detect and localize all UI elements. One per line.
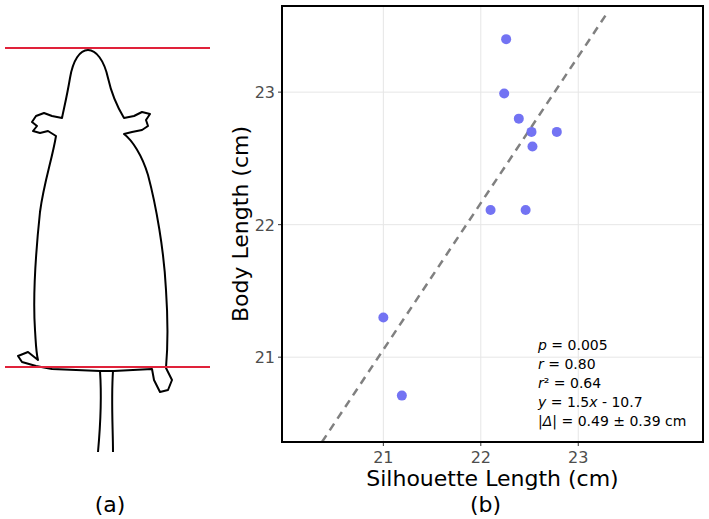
silhouette-panel — [5, 48, 210, 452]
fit-line — [322, 14, 607, 442]
panel-label: (a) — [95, 492, 126, 517]
point — [499, 88, 509, 98]
plot-data — [322, 14, 607, 442]
tail-right — [111, 371, 114, 452]
top-line — [5, 47, 210, 49]
plot-background — [282, 6, 703, 442]
grid-line — [480, 6, 481, 442]
tick-label: 22 — [471, 448, 491, 467]
tick-label: 21 — [373, 448, 393, 467]
tick-label: 23 — [568, 448, 588, 467]
panel-label: (b) — [470, 492, 501, 517]
point — [501, 34, 511, 44]
tick-label: 22 — [255, 216, 275, 235]
annotation: |Δ| = 0.49 ± 0.39 cm — [538, 413, 686, 430]
point — [521, 205, 531, 215]
annotation: y = 1.5x - 10.7 — [537, 394, 643, 410]
axes: 21 22 23 21 22 23 — [255, 83, 589, 467]
tail-left — [98, 371, 101, 452]
grid — [282, 6, 703, 442]
annotation: r = 0.80 — [538, 356, 596, 372]
point — [552, 127, 562, 137]
point — [378, 312, 388, 322]
grid-line — [282, 224, 703, 225]
annotations: p = 0.005 r = 0.80 r² = 0.64 y = 1.5x - 10.… — [537, 337, 686, 430]
x-axis-title: Silhouette Length (cm) — [366, 466, 618, 491]
point — [526, 127, 536, 137]
grid-line — [282, 357, 703, 358]
point — [514, 114, 524, 124]
grid-line — [282, 92, 703, 93]
tick-label: 23 — [255, 83, 275, 102]
rat-body — [18, 50, 172, 392]
point — [527, 141, 537, 151]
annotation: p = 0.005 — [537, 337, 608, 353]
bottom-line — [5, 366, 210, 368]
point — [486, 205, 496, 215]
annotation: r² = 0.64 — [538, 375, 601, 391]
grid-line — [383, 6, 384, 442]
y-axis-title: Body Length (cm) — [228, 126, 253, 322]
tick-label: 21 — [255, 348, 275, 367]
plot-frame — [282, 6, 703, 442]
figure: (a)212223212223Silhouette Length (cm)Bod… — [0, 0, 709, 519]
point — [397, 391, 407, 401]
